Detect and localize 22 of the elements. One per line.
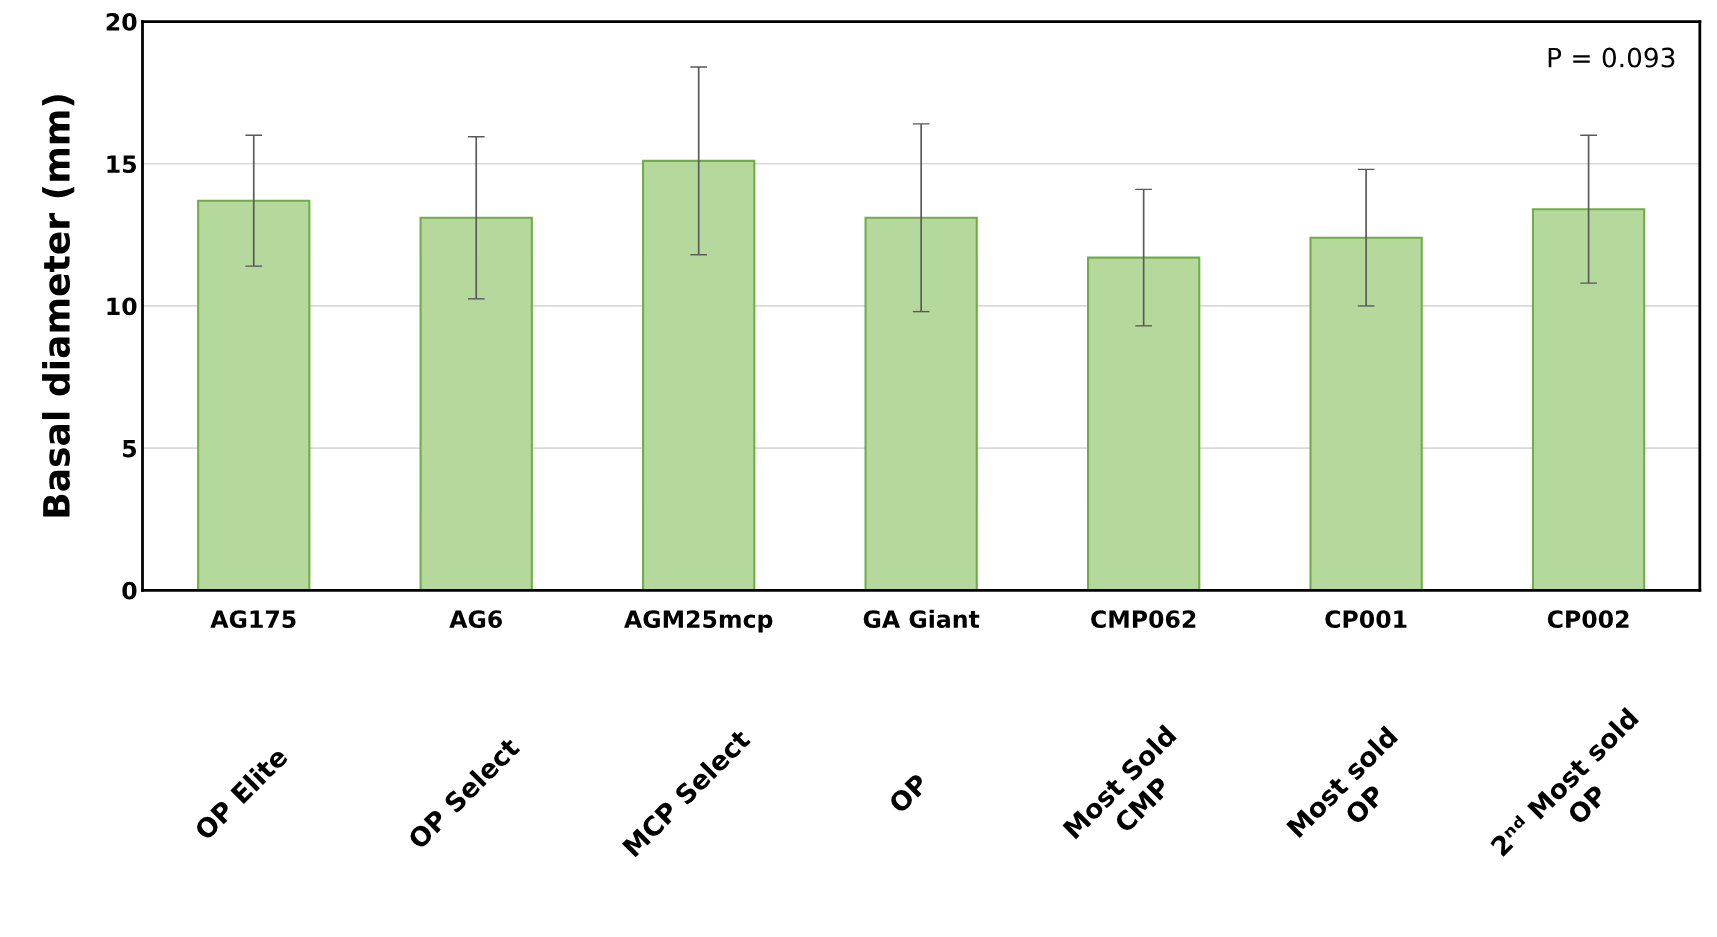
x-tick-label: AG175 — [210, 610, 296, 629]
annotation: P = 0.093 — [1548, 47, 1675, 68]
x-tick-label: GA Giant — [863, 609, 980, 629]
y-tick-label: 0 — [122, 581, 137, 600]
y-tick-label: 20 — [106, 13, 137, 31]
text: OP — [887, 772, 930, 815]
x-tick-label: CP002 — [1547, 610, 1629, 629]
y-axis-title: Basal diameter (mm) — [42, 95, 75, 517]
bar — [1531, 208, 1646, 591]
x-tick-label: AG6 — [449, 610, 502, 629]
x-tick-label: CMP062 — [1091, 610, 1196, 629]
y-tick-label: 5 — [123, 439, 136, 458]
bar — [197, 199, 311, 591]
y-tick-label: 10 — [107, 297, 137, 316]
bar — [1086, 256, 1201, 591]
bar — [1309, 236, 1423, 591]
y-tick-label: 15 — [107, 155, 136, 174]
x-tick-label: AGM25mcp — [624, 610, 773, 633]
bar — [419, 216, 533, 591]
x-tick-label: CP001 — [1325, 610, 1407, 629]
bar — [864, 216, 978, 591]
bar — [642, 159, 756, 591]
